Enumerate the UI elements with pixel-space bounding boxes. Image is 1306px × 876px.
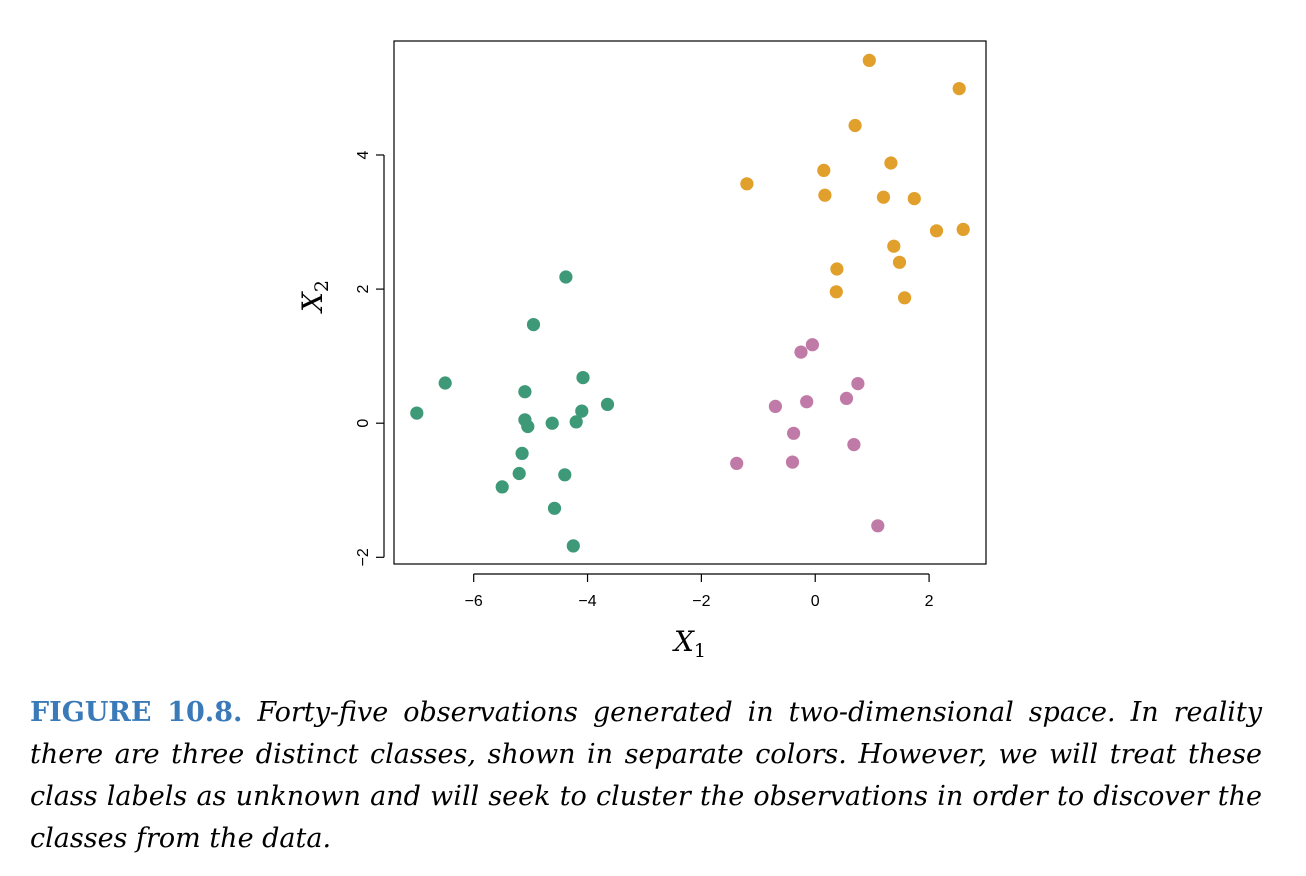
data-point: [785, 455, 800, 469]
data-point: [559, 270, 573, 284]
y-axis: −2 0 2 4: [355, 150, 385, 566]
y-axis-title: X2: [296, 280, 333, 314]
y-tick-label: 4: [355, 150, 372, 159]
x-tick-label: −2: [692, 593, 710, 610]
data-point: [956, 222, 970, 236]
x-tick-label: −4: [578, 593, 596, 610]
data-point: [521, 419, 535, 434]
data-point: [887, 239, 901, 253]
data-point: [410, 406, 424, 420]
x-tick-label: 2: [925, 593, 934, 610]
data-point: [817, 163, 831, 177]
data-point: [575, 404, 589, 418]
data-point: [730, 456, 744, 470]
data-point: [839, 391, 854, 405]
data-point: [512, 466, 526, 481]
data-point: [518, 385, 532, 399]
x-tick-label: 0: [811, 593, 820, 610]
data-point: [438, 376, 452, 390]
data-point: [566, 539, 580, 553]
data-points: [410, 53, 970, 553]
data-point: [851, 377, 865, 391]
data-point: [830, 262, 844, 276]
data-point: [862, 53, 876, 67]
plot-frame: [393, 40, 987, 565]
data-point: [547, 501, 562, 515]
data-point: [848, 118, 862, 133]
data-point: [787, 426, 801, 440]
data-point: [829, 285, 843, 299]
data-point: [800, 395, 814, 409]
data-point: [898, 291, 912, 305]
figure-caption: FIGURE 10.8. Forty-five observations gen…: [30, 692, 1262, 860]
figure-caption-text: Forty-five observations generated in two…: [30, 697, 1263, 854]
y-tick-label: 0: [355, 419, 372, 428]
y-tick-label: −2: [355, 548, 372, 566]
x-tick-label: −6: [465, 593, 483, 610]
data-point: [892, 255, 907, 269]
data-point: [495, 480, 509, 494]
y-tick-label: 2: [355, 285, 372, 294]
data-point: [545, 416, 559, 430]
data-point: [794, 345, 808, 359]
data-point: [884, 156, 898, 170]
scatter-chart: −6 −4 −2 0 2 −2 0 2 4 X1 X2: [296, 40, 987, 662]
x-axis: −6 −4 −2 0 2: [465, 573, 934, 610]
data-point: [515, 446, 529, 460]
data-point: [847, 438, 861, 452]
data-point: [876, 190, 891, 204]
data-point: [558, 468, 572, 482]
data-point: [952, 82, 966, 96]
data-point: [907, 192, 921, 206]
data-point: [805, 338, 820, 352]
data-point: [526, 318, 541, 332]
data-point: [740, 177, 754, 191]
data-point: [871, 519, 885, 533]
data-point: [818, 188, 832, 202]
data-point: [929, 224, 944, 238]
data-point: [768, 399, 783, 413]
data-point: [569, 415, 583, 429]
data-point: [576, 371, 590, 385]
x-axis-title: X1: [672, 625, 706, 662]
data-point: [600, 397, 615, 411]
figure-label: FIGURE 10.8.: [30, 697, 243, 728]
